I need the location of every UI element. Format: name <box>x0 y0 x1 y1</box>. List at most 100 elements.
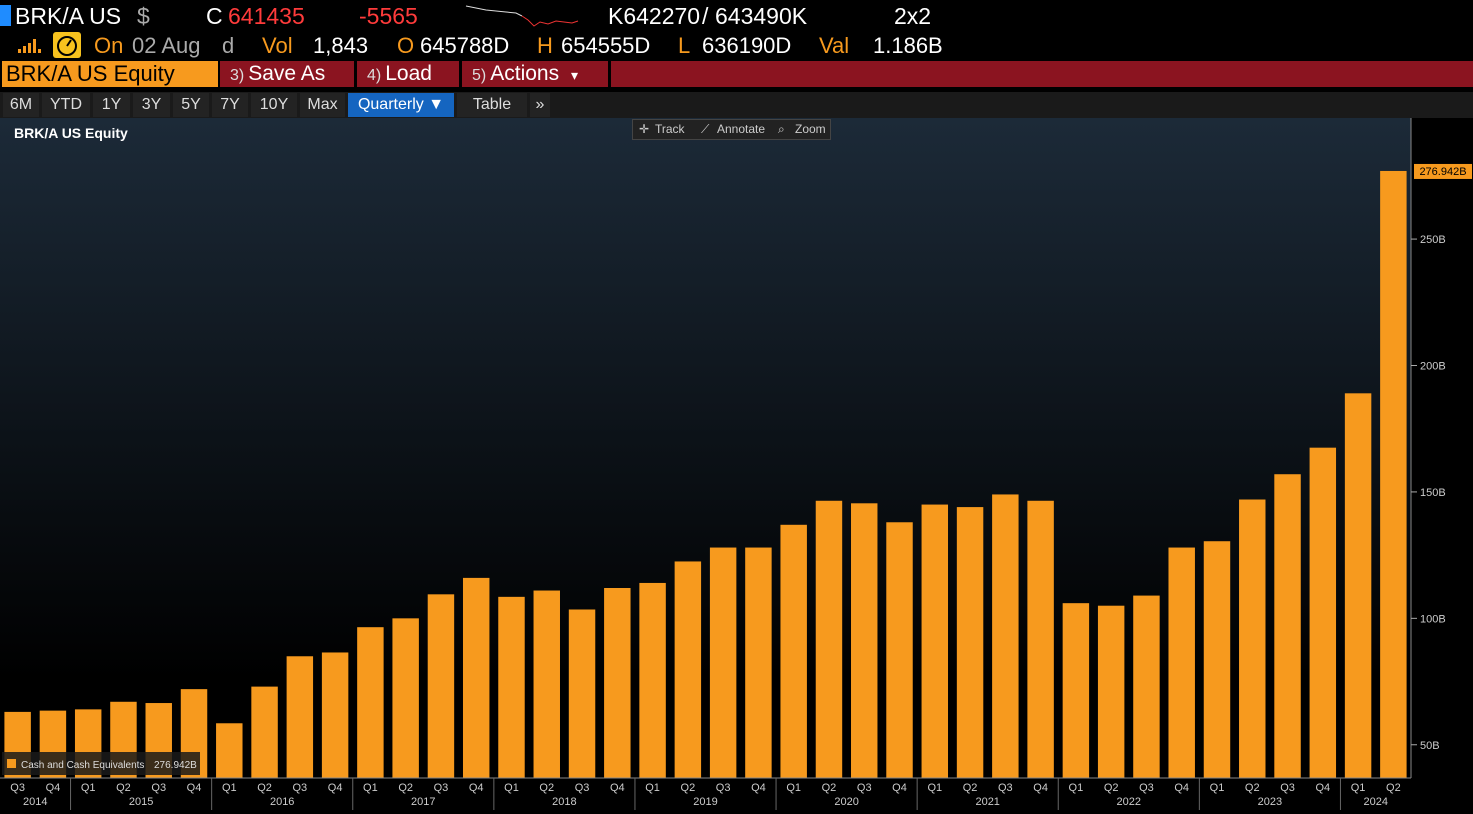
year-label-7: 2021 <box>975 796 999 808</box>
value-label: Val <box>819 33 850 58</box>
more-chevron-icon[interactable]: » <box>530 93 550 117</box>
bar-11 <box>392 618 419 778</box>
x-tick-label-38: Q1 <box>1351 782 1366 794</box>
bar-39 <box>1380 170 1407 779</box>
actions-dropdown-icon: ▾ <box>570 67 578 83</box>
year-label-1: 2015 <box>129 796 153 808</box>
x-tick-label-1: Q4 <box>46 782 61 794</box>
low-label: L <box>678 33 691 58</box>
open-value: 645788D <box>420 33 510 58</box>
bar-chart-icon[interactable] <box>16 35 44 55</box>
year-label-2: 2016 <box>270 796 294 808</box>
bar-32 <box>1133 595 1160 778</box>
x-tick-label-16: Q3 <box>575 782 590 794</box>
quote-line: BRK/A US $ C 641435 -5565 K642270 / 6434… <box>0 0 1473 31</box>
track-button[interactable]: Track <box>655 122 685 136</box>
bar-13 <box>462 577 490 778</box>
x-tick-label-27: Q2 <box>963 782 978 794</box>
year-label-8: 2022 <box>1117 796 1141 808</box>
zoom-icon: ⌕ <box>778 122 785 136</box>
load-button[interactable]: 4) Load <box>357 61 459 87</box>
bar-22 <box>780 524 807 778</box>
legend-box <box>2 752 200 775</box>
bar-21 <box>745 547 772 778</box>
x-tick-label-7: Q2 <box>257 782 272 794</box>
x-tick-label-32: Q3 <box>1139 782 1154 794</box>
quote-date: 02 Aug <box>132 33 201 58</box>
range-max[interactable]: Max <box>300 93 345 117</box>
bar-16 <box>568 609 596 778</box>
x-tick-label-14: Q1 <box>504 782 519 794</box>
ticker-symbol: BRK/A US <box>15 3 122 29</box>
period-dropdown[interactable]: Quarterly ▼ <box>348 93 454 117</box>
range-10y[interactable]: 10Y <box>251 93 297 117</box>
year-label-5: 2019 <box>693 796 717 808</box>
last-price: 641435 <box>228 3 305 29</box>
low-value: 636190D <box>702 33 792 58</box>
bar-15 <box>533 590 560 778</box>
range-7y[interactable]: 7Y <box>212 93 248 117</box>
speedometer-icon[interactable] <box>53 32 81 58</box>
range-5y[interactable]: 5Y <box>173 93 209 117</box>
menu-bar: BRK/A US Equity 3) Save As 4) Load 5) Actio… <box>0 59 1473 89</box>
actions-button[interactable]: 5) Actions ▾ <box>462 61 608 87</box>
bar-31 <box>1097 605 1125 778</box>
range-6m[interactable]: 6M <box>3 93 39 117</box>
bar-18 <box>639 582 666 778</box>
year-label-9: 2023 <box>1258 796 1282 808</box>
volume-value: 1,843 <box>313 33 369 58</box>
actions-number: 5) <box>472 67 487 84</box>
bid-ask-separator: / <box>702 3 709 29</box>
save-as-label: Save As <box>248 62 326 85</box>
bar-8 <box>286 656 314 778</box>
last-value-badge <box>1414 163 1472 179</box>
x-tick-label-25: Q4 <box>892 782 907 794</box>
bar-29 <box>1027 500 1054 778</box>
x-tick-label-18: Q1 <box>645 782 660 794</box>
bar-38 <box>1344 393 1372 778</box>
bar-26 <box>921 504 949 778</box>
x-tick-label-13: Q4 <box>469 782 484 794</box>
x-tick-label-39: Q2 <box>1386 782 1401 794</box>
bar-28 <box>992 494 1019 778</box>
track-icon: ✛ <box>639 122 650 136</box>
volume-label: Vol <box>262 33 293 58</box>
bar-9 <box>321 652 349 778</box>
load-label: Load <box>385 62 432 85</box>
x-tick-label-8: Q3 <box>292 782 307 794</box>
y-tick-label-0: 50B <box>1420 740 1440 752</box>
menu-bar-fill <box>611 61 1473 87</box>
legend-series-value: 276.942B <box>154 760 197 771</box>
bar-33 <box>1168 547 1195 778</box>
stats-line: On 02 Aug d Vol 1,843 O 645788D H 654555… <box>0 31 1473 59</box>
bar-6 <box>216 723 243 778</box>
active-indicator <box>0 5 11 26</box>
save-as-button[interactable]: 3) Save As <box>220 61 354 87</box>
x-tick-label-29: Q4 <box>1033 782 1048 794</box>
annotate-icon: ⟋ <box>701 122 710 136</box>
bar-20 <box>709 547 737 778</box>
range-3y[interactable]: 3Y <box>133 93 170 117</box>
zoom-button[interactable]: Zoom <box>795 122 826 136</box>
bar-34 <box>1203 541 1231 778</box>
intraday-sparkline <box>465 5 579 27</box>
range-ytd[interactable]: YTD <box>42 93 90 117</box>
bar-17 <box>604 587 631 778</box>
annotate-button[interactable]: Annotate <box>717 122 766 136</box>
table-button[interactable]: Table <box>457 93 527 117</box>
bar-25 <box>886 522 913 778</box>
y-tick-label-4: 250B <box>1420 234 1446 246</box>
currency: $ <box>137 3 150 29</box>
ask-price: 643490K <box>715 3 808 29</box>
bar-36 <box>1274 474 1301 778</box>
year-label-3: 2017 <box>411 796 435 808</box>
range-1y[interactable]: 1Y <box>93 93 130 117</box>
security-field[interactable]: BRK/A US Equity <box>2 61 218 87</box>
last-label: C <box>206 3 223 29</box>
chart-title: BRK/A US Equity <box>14 125 128 141</box>
x-tick-label-15: Q2 <box>539 782 554 794</box>
value-traded: 1.186B <box>873 33 943 58</box>
y-tick-label-2: 150B <box>1420 487 1446 499</box>
year-label-4: 2018 <box>552 796 576 808</box>
save-as-number: 3) <box>230 67 245 84</box>
